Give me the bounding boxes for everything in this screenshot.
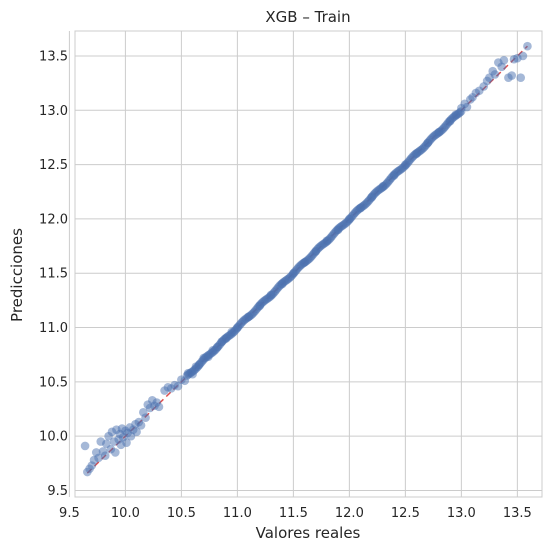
x-tick-label: 13.0 [447,506,476,521]
y-tick-labels: 9.5 10.0 10.5 11.0 11.5 12.0 12.5 13.0 13.5 [39,49,68,498]
y-axis-label: Predicciones [8,228,26,322]
x-tick-label: 10.0 [111,506,140,521]
data-point [389,171,399,180]
data-point [195,360,204,369]
data-point [221,334,231,343]
data-point [322,236,332,245]
data-point [266,290,276,300]
data-point [311,247,321,256]
x-tick-label: 11.0 [223,506,252,521]
data-point [507,71,517,80]
y-tick-label: 10.0 [39,430,68,445]
y-tick-label: 13.5 [39,49,68,64]
x-tick-labels: 9.5 10.0 10.5 11.0 11.5 12.0 12.5 13.0 13.5 [59,506,532,521]
y-tick-label: 11.5 [39,267,68,282]
x-tick-label: 10.5 [167,506,196,521]
x-tick-label: 13.5 [503,506,532,521]
data-points [80,41,532,477]
plot-frame [74,30,543,498]
data-point [80,441,90,451]
data-point [516,73,526,83]
data-point [277,279,287,289]
data-point [154,402,164,412]
y-tick-label: 10.5 [39,375,68,390]
data-point [180,376,190,386]
data-point [300,258,309,267]
data-point [523,41,532,51]
x-tick-label: 11.5 [279,506,308,521]
data-point [345,214,354,224]
data-point [412,149,421,159]
x-tick-label: 9.5 [59,506,80,521]
data-point [233,323,242,332]
data-point [173,381,183,391]
data-point [136,421,146,430]
data-point [244,312,253,321]
data-point [490,70,500,79]
data-point [451,110,461,119]
data-point [367,192,377,202]
data-point [141,413,150,423]
data-point [94,453,103,463]
y-tick-label: 12.0 [39,212,68,227]
data-point [497,62,506,72]
data-point [356,203,365,213]
data-point [122,438,131,447]
data-point [445,116,455,126]
y-tick-label: 13.0 [39,104,68,119]
data-point [378,182,388,191]
y-tick-label: 9.5 [47,484,68,499]
data-point [100,451,110,461]
data-point [289,268,298,278]
x-tick-label: 12.0 [335,506,364,521]
data-point [423,138,433,148]
x-axis-label: Valores reales [256,524,361,542]
y-tick-label: 12.5 [39,158,68,173]
chart-title: XGB – Train [265,8,350,26]
data-point [518,51,528,61]
data-point [333,225,343,235]
grid [68,31,542,497]
data-point [132,427,141,437]
y-tick-label: 11.0 [39,321,68,336]
data-point [401,160,410,169]
x-tick-label: 12.5 [391,506,420,521]
data-point [203,352,213,362]
data-point [255,301,265,311]
data-point [434,127,444,137]
data-point [462,102,472,112]
data-point [499,56,509,65]
data-point [111,448,120,457]
data-point [188,369,197,379]
